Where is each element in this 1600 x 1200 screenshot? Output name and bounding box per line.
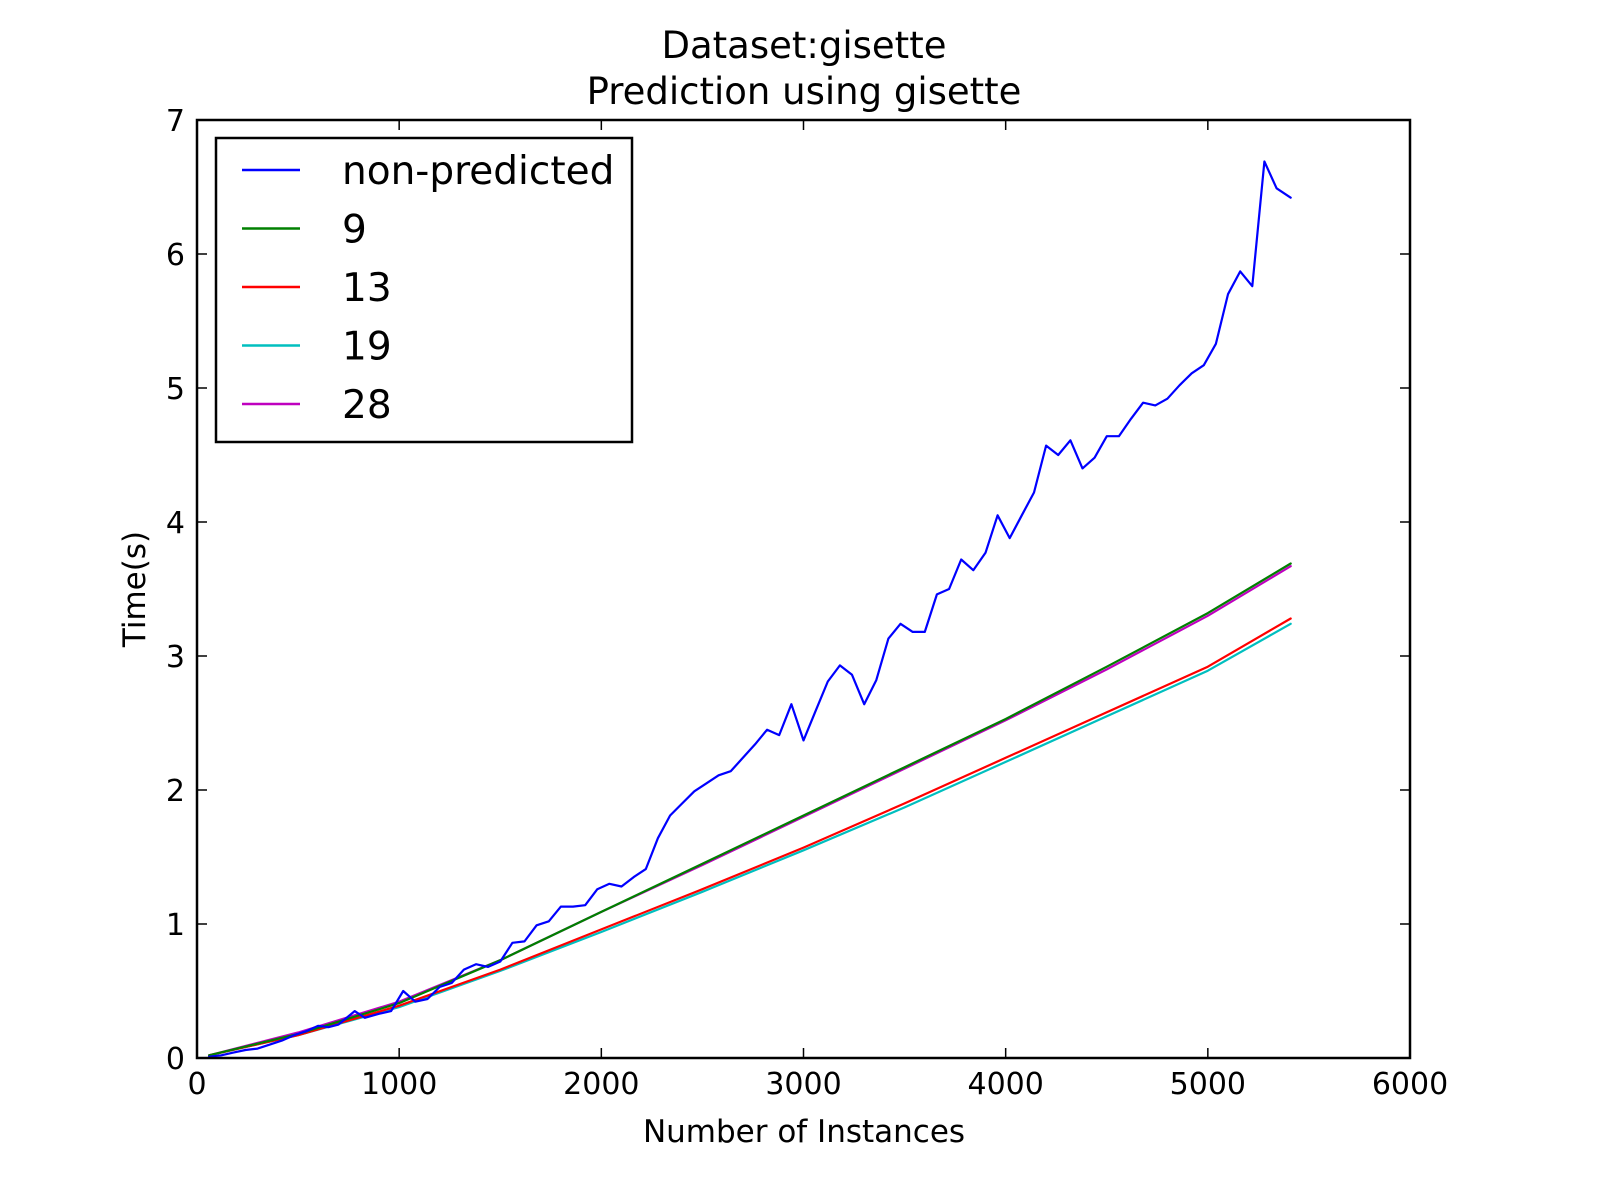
legend-label: 13 (342, 266, 392, 311)
x-tick-label: 0 (187, 1067, 206, 1102)
x-tick-label: 2000 (563, 1067, 639, 1102)
legend-label: 9 (342, 208, 367, 253)
y-tick-label: 3 (166, 640, 185, 675)
legend-label: 28 (342, 383, 392, 428)
x-axis-label: Number of Instances (643, 1114, 965, 1150)
y-tick-label: 7 (166, 104, 185, 139)
chart-title: Dataset:gisette (662, 24, 947, 67)
legend-label: 19 (342, 325, 392, 370)
x-tick-label: 3000 (765, 1067, 841, 1102)
legend-label: non-predicted (342, 149, 614, 194)
y-tick-label: 1 (166, 908, 185, 943)
y-tick-label: 2 (166, 774, 185, 809)
x-tick-label: 1000 (361, 1067, 437, 1102)
chart-subtitle: Prediction using gisette (587, 70, 1022, 113)
y-tick-label: 5 (166, 372, 185, 407)
y-tick-label: 6 (166, 238, 185, 273)
y-axis-label: Time(s) (117, 531, 153, 648)
y-tick-label: 0 (166, 1042, 185, 1077)
y-tick-label: 4 (166, 506, 185, 541)
x-tick-label: 5000 (1170, 1067, 1246, 1102)
x-tick-label: 6000 (1372, 1067, 1448, 1102)
legend: non-predicted 9 13 19 28 (216, 138, 632, 442)
x-tick-label: 4000 (967, 1067, 1043, 1102)
